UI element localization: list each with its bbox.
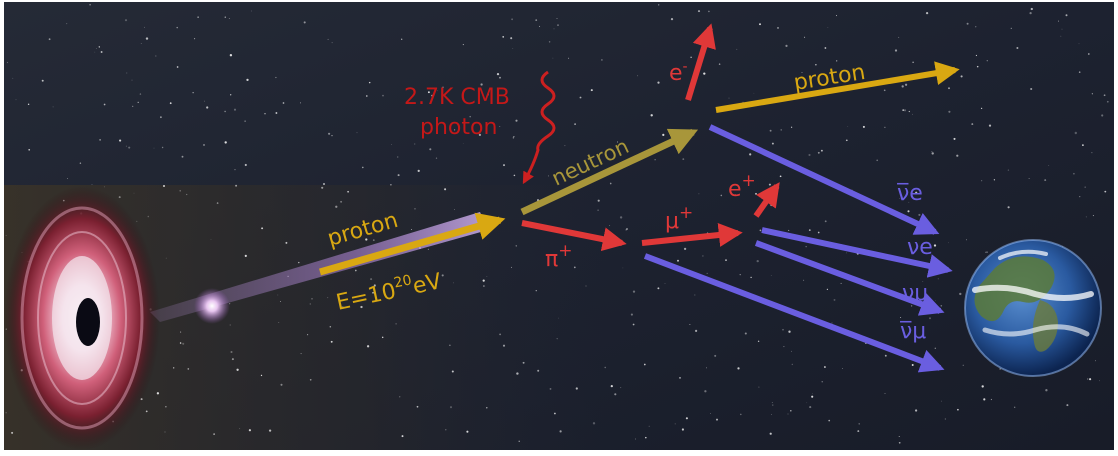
electron-neutrino-arrow — [761, 227, 953, 278]
earth-globe-icon — [964, 239, 1102, 377]
muon-neutrino-label: νμ — [902, 281, 928, 306]
positron-label: e+ — [728, 171, 756, 202]
muon-neutrino-from-pion-arrow — [643, 253, 945, 373]
pion-label: π+ — [545, 241, 573, 272]
electron-arrow — [685, 23, 716, 101]
muon-arrow — [641, 223, 743, 247]
jet-glow — [194, 288, 230, 324]
cmb-photon-wavy-arrow — [522, 70, 556, 185]
incoming-proton-arrow — [319, 212, 506, 276]
electron-antineutrino-arrow — [708, 124, 940, 235]
electron-neutrino-label: νe — [907, 235, 933, 260]
black-hole-accretion-disk-icon — [4, 186, 160, 450]
outgoing-proton-arrow — [715, 61, 960, 113]
neutron-arrow — [520, 128, 699, 216]
electron-label: e- — [669, 59, 688, 86]
muon-antineutrino-arrow — [754, 240, 945, 316]
relativistic-jet — [150, 212, 488, 322]
cmb-photon-label-line2: photon — [420, 115, 497, 140]
pion-arrow — [521, 220, 627, 252]
electron-antineutrino-label: ν̅e — [896, 181, 923, 206]
muon-antineutrino-label: ν̅μ — [899, 319, 926, 344]
muon-label: μ+ — [665, 203, 693, 234]
cmb-photon-label-line1: 2.7K CMB — [404, 85, 510, 110]
positron-arrow — [753, 182, 780, 218]
